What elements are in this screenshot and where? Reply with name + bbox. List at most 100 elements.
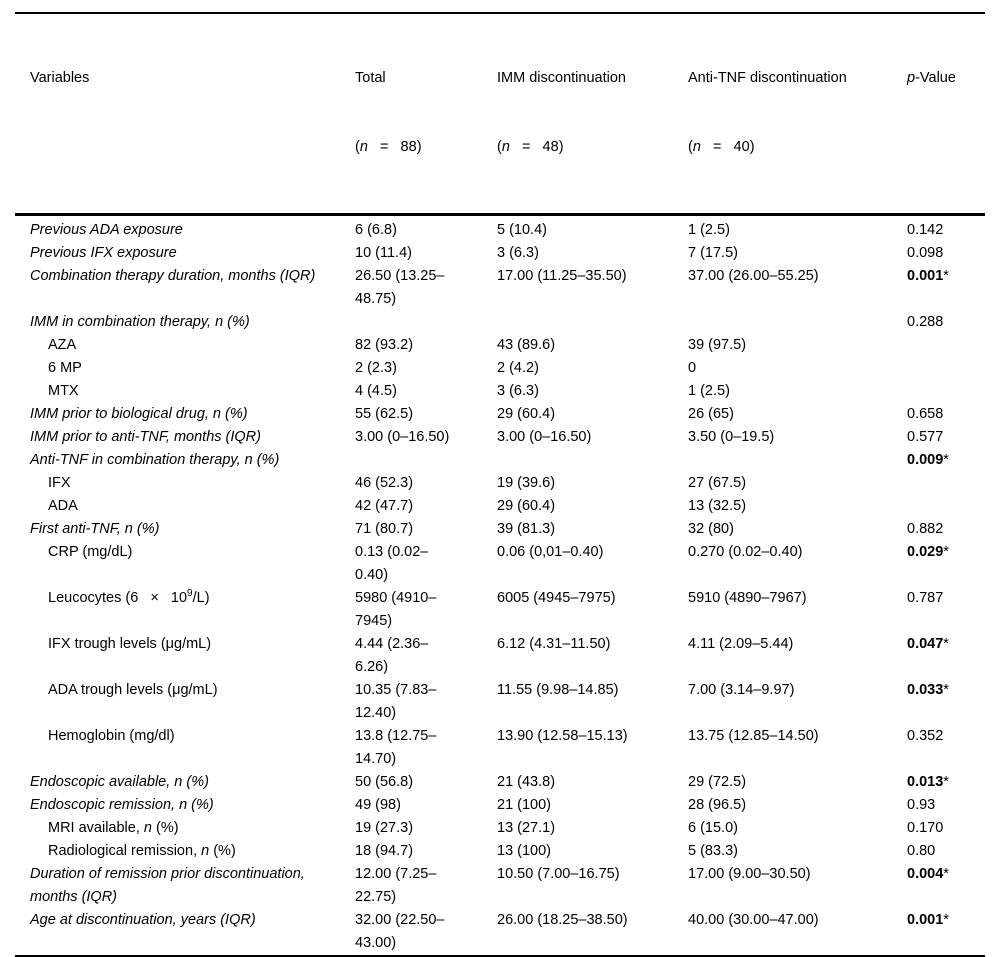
cell-total: 71 (80.7) <box>355 521 414 537</box>
cell-total: 10.35 (7.83–12.40) <box>355 682 437 721</box>
cell-total: 82 (93.2) <box>355 337 414 353</box>
table-row: Combination therapy duration, months (IQ… <box>15 265 985 311</box>
row-variable-label: Radiological remission, n (%) <box>48 843 236 859</box>
cell-imm-discontinuation: 13.90 (12.58–15.13) <box>497 728 628 744</box>
cell-total: 50 (56.8) <box>355 774 414 790</box>
cell-anti-tnf-discontinuation: 27 (67.5) <box>688 475 747 491</box>
clinical-statistics-table: Variables Total (n = 88) IMM discontinua… <box>15 12 985 957</box>
row-variable-label: Previous ADA exposure <box>30 222 183 238</box>
col-header-title: Variables <box>30 70 90 86</box>
table-row: MRI available, n (%) 19 (27.3) 13 (27.1)… <box>15 817 985 840</box>
cell-anti-tnf-discontinuation: 4.11 (2.09–5.44) <box>688 636 794 652</box>
cell-p-value: 0.033* <box>907 682 949 698</box>
table-row: IFX trough levels (μg/mL) 4.44 (2.36–6.2… <box>15 633 985 679</box>
col-header-total: Total (n = 88) <box>355 13 497 216</box>
row-variable-label: Endoscopic available, n (%) <box>30 774 209 790</box>
cell-anti-tnf-discontinuation: 28 (96.5) <box>688 797 747 813</box>
cell-imm-discontinuation: 17.00 (11.25–35.50) <box>497 268 627 284</box>
col-header-n-count: (n = 48) <box>497 139 564 155</box>
cell-p-value: 0.001* <box>907 268 949 284</box>
table-row: Endoscopic available, n (%) 50 (56.8) 21… <box>15 771 985 794</box>
cell-p-value: 0.170 <box>907 820 944 836</box>
cell-anti-tnf-discontinuation: 7.00 (3.14–9.97) <box>688 682 795 698</box>
cell-total: 49 (98) <box>355 797 401 813</box>
cell-anti-tnf-discontinuation: 0 <box>688 360 697 376</box>
cell-total: 6 (6.8) <box>355 222 397 238</box>
cell-p-value: 0.577 <box>907 429 944 445</box>
row-variable-label: Endoscopic remission, n (%) <box>30 797 214 813</box>
cell-imm-discontinuation: 39 (81.3) <box>497 521 556 537</box>
table-row: IMM prior to biological drug, n (%) 55 (… <box>15 403 985 426</box>
row-variable-label: IMM prior to biological drug, n (%) <box>30 406 248 422</box>
row-variable-label: IMM in combination therapy, n (%) <box>30 314 250 330</box>
cell-p-value <box>907 380 985 403</box>
cell-anti-tnf-discontinuation: 7 (17.5) <box>688 245 738 261</box>
table-row: Endoscopic remission, n (%) 49 (98) 21 (… <box>15 794 985 817</box>
col-header-n-count: (n = 40) <box>688 139 755 155</box>
table-row: MTX 4 (4.5) 3 (6.3) 1 (2.5) <box>15 380 985 403</box>
row-variable-label: Duration of remission prior discontinuat… <box>30 866 309 905</box>
row-variable-label: Previous IFX exposure <box>30 245 177 261</box>
table-row: IFX 46 (52.3) 19 (39.6) 27 (67.5) <box>15 472 985 495</box>
cell-p-value: 0.001* <box>907 912 949 928</box>
table-row: Hemoglobin (mg/dl) 13.8 (12.75–14.70) 13… <box>15 725 985 771</box>
col-header-title: p-Value <box>907 70 956 86</box>
cell-anti-tnf-discontinuation: 39 (97.5) <box>688 337 747 353</box>
cell-anti-tnf-discontinuation: 5 (83.3) <box>688 843 738 859</box>
cell-anti-tnf-discontinuation: 6 (15.0) <box>688 820 738 836</box>
cell-p-value: 0.882 <box>907 521 944 537</box>
cell-total <box>355 449 497 472</box>
cell-p-value: 0.93 <box>907 797 936 813</box>
cell-imm-discontinuation: 3.00 (0–16.50) <box>497 429 592 445</box>
row-variable-label: MTX <box>48 383 79 399</box>
cell-imm-discontinuation: 11.55 (9.98–14.85) <box>497 682 619 698</box>
cell-total: 19 (27.3) <box>355 820 414 836</box>
header-row: Variables Total (n = 88) IMM discontinua… <box>15 13 985 216</box>
cell-p-value <box>907 357 985 380</box>
cell-anti-tnf-discontinuation: 37.00 (26.00–55.25) <box>688 268 819 284</box>
cell-imm-discontinuation: 0.06 (0,01–0.40) <box>497 544 604 560</box>
col-header-n-count: (n = 88) <box>355 139 422 155</box>
table-row: IMM in combination therapy, n (%) 0.288 <box>15 311 985 334</box>
row-variable-label: Combination therapy duration, months (IQ… <box>30 268 316 284</box>
cell-anti-tnf-discontinuation: 13 (32.5) <box>688 498 747 514</box>
row-variable-label: Anti-TNF in combination therapy, n (%) <box>30 452 280 468</box>
col-header-anti-tnf-discontinuation: Anti-TNF discontinuation (n = 40) <box>688 13 907 216</box>
col-header-title: Anti-TNF discontinuation <box>688 70 847 86</box>
cell-imm-discontinuation: 13 (27.1) <box>497 820 556 836</box>
cell-anti-tnf-discontinuation: 29 (72.5) <box>688 774 747 790</box>
table-row: AZA 82 (93.2) 43 (89.6) 39 (97.5) <box>15 334 985 357</box>
table-row: First anti-TNF, n (%) 71 (80.7) 39 (81.3… <box>15 518 985 541</box>
cell-total: 13.8 (12.75–14.70) <box>355 728 437 767</box>
col-header-imm-discontinuation: IMM discontinuation (n = 48) <box>497 13 688 216</box>
cell-total <box>355 311 497 334</box>
table-row: Duration of remission prior discontinuat… <box>15 863 985 909</box>
cell-anti-tnf-discontinuation: 13.75 (12.85–14.50) <box>688 728 819 744</box>
table-header: Variables Total (n = 88) IMM discontinua… <box>15 13 985 216</box>
cell-total: 55 (62.5) <box>355 406 414 422</box>
table-row: Anti-TNF in combination therapy, n (%) 0… <box>15 449 985 472</box>
cell-total: 0.13 (0.02–0.40) <box>355 544 429 583</box>
cell-anti-tnf-discontinuation: 0.270 (0.02–0.40) <box>688 544 803 560</box>
cell-anti-tnf-discontinuation: 40.00 (30.00–47.00) <box>688 912 819 928</box>
cell-imm-discontinuation: 3 (6.3) <box>497 245 539 261</box>
row-variable-label: AZA <box>48 337 77 353</box>
table-row: Previous IFX exposure 10 (11.4) 3 (6.3) … <box>15 242 985 265</box>
cell-anti-tnf-discontinuation <box>688 449 907 472</box>
cell-imm-discontinuation: 6.12 (4.31–11.50) <box>497 636 611 652</box>
cell-p-value: 0.142 <box>907 222 944 238</box>
cell-imm-discontinuation: 13 (100) <box>497 843 552 859</box>
table-row: 6 MP 2 (2.3) 2 (4.2) 0 <box>15 357 985 380</box>
cell-imm-discontinuation: 29 (60.4) <box>497 498 556 514</box>
col-header-variables: Variables <box>15 13 355 216</box>
cell-anti-tnf-discontinuation: 32 (80) <box>688 521 734 537</box>
row-variable-label: IFX trough levels (μg/mL) <box>48 636 212 652</box>
cell-p-value: 0.013* <box>907 774 949 790</box>
cell-p-value: 0.029* <box>907 544 949 560</box>
cell-anti-tnf-discontinuation: 1 (2.5) <box>688 222 730 238</box>
cell-p-value: 0.047* <box>907 636 949 652</box>
table-row: Leucocytes (6 × 109/L) 5980 (4910–7945) … <box>15 587 985 633</box>
row-variable-label: CRP (mg/dL) <box>48 544 133 560</box>
cell-imm-discontinuation <box>497 449 688 472</box>
cell-anti-tnf-discontinuation: 26 (65) <box>688 406 734 422</box>
